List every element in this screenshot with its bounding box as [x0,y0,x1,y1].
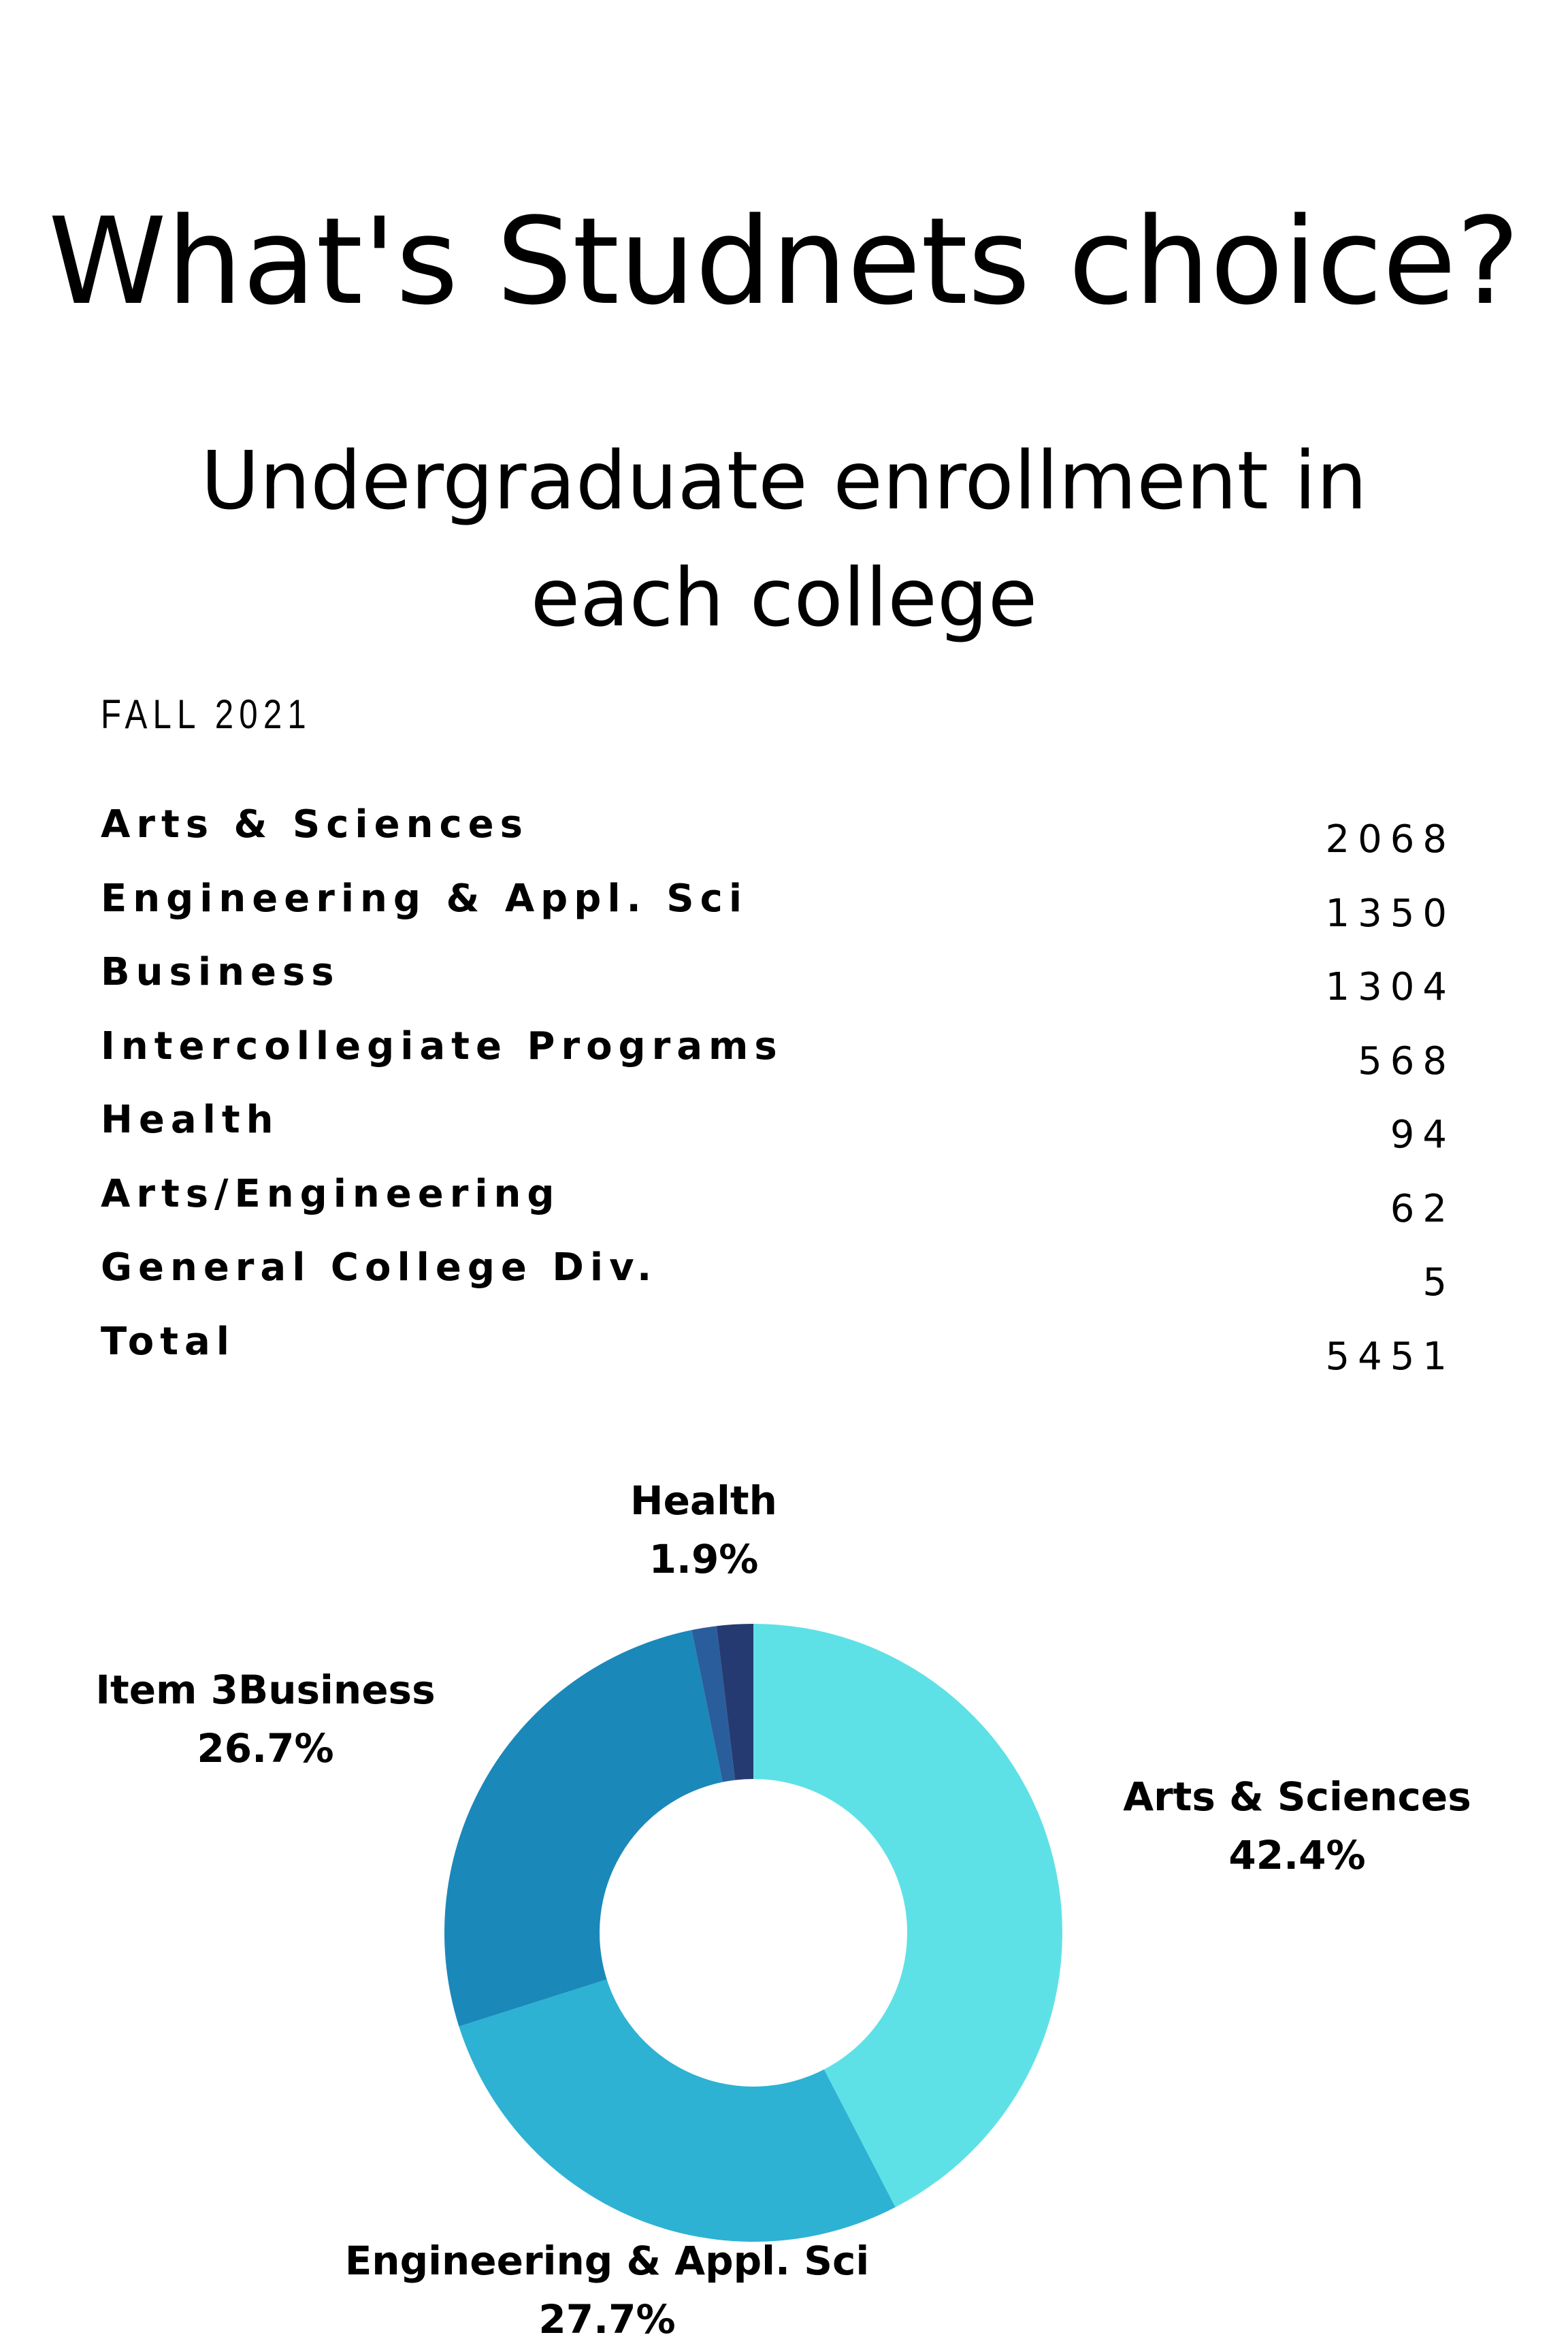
donut-slice [753,1624,1062,2208]
table-row: Arts/Engineering 62 [101,1166,1455,1240]
enrollment-value: 2068 [1325,817,1455,862]
table-row: Health 94 [101,1092,1455,1166]
slice-label: Engineering & Appl. Sci [345,2238,870,2284]
college-name: Health [101,1098,280,1142]
donut-slice [716,1624,753,1780]
table-row: Business 1304 [101,944,1455,1018]
slice-percent: 27.7% [538,2296,675,2342]
enrollment-value: 94 [1390,1113,1455,1157]
total-label: Total [101,1319,235,1364]
enrollment-table: Arts & Sciences 2068 Engineering & Appl.… [101,796,1455,1387]
slice-percent: 1.9% [649,1536,759,1582]
enrollment-value: 62 [1390,1186,1455,1231]
page-title: What's Studnets choice? [48,192,1520,331]
slice-label: Health [630,1477,777,1524]
table-row: General College Div. 5 [101,1239,1455,1313]
slice-percent: 26.7% [197,1725,333,1771]
slice-label: Item 3Business [95,1667,435,1713]
chart-subtitle: Undergraduate enrollment in each college [201,434,1367,644]
slice-percent: 42.4% [1228,1832,1365,1878]
college-name: Arts & Sciences [101,802,529,847]
enrollment-value: 568 [1358,1039,1455,1083]
enrollment-value: 1304 [1325,965,1455,1009]
college-name: Intercollegiate Programs [101,1024,783,1068]
table-row: Arts & Sciences 2068 [101,796,1455,870]
season-label: FALL 2021 [101,691,312,737]
donut-slice [459,1979,896,2242]
table-row: Intercollegiate Programs 568 [101,1018,1455,1092]
enrollment-value: 5 [1422,1260,1455,1305]
table-row: Engineering & Appl. Sci 1350 [101,870,1455,945]
donut-slice [691,1626,736,1782]
table-row-total: Total 5451 [101,1313,1455,1388]
college-name: Engineering & Appl. Sci [101,876,749,921]
college-name: Arts/Engineering [101,1171,561,1216]
total-value: 5451 [1325,1334,1455,1379]
slice-label: Arts & Sciences [1123,1774,1471,1820]
donut-slice [444,1630,723,2027]
enrollment-value: 1350 [1325,891,1455,936]
college-name: Business [101,950,340,994]
college-name: General College Div. [101,1245,658,1290]
